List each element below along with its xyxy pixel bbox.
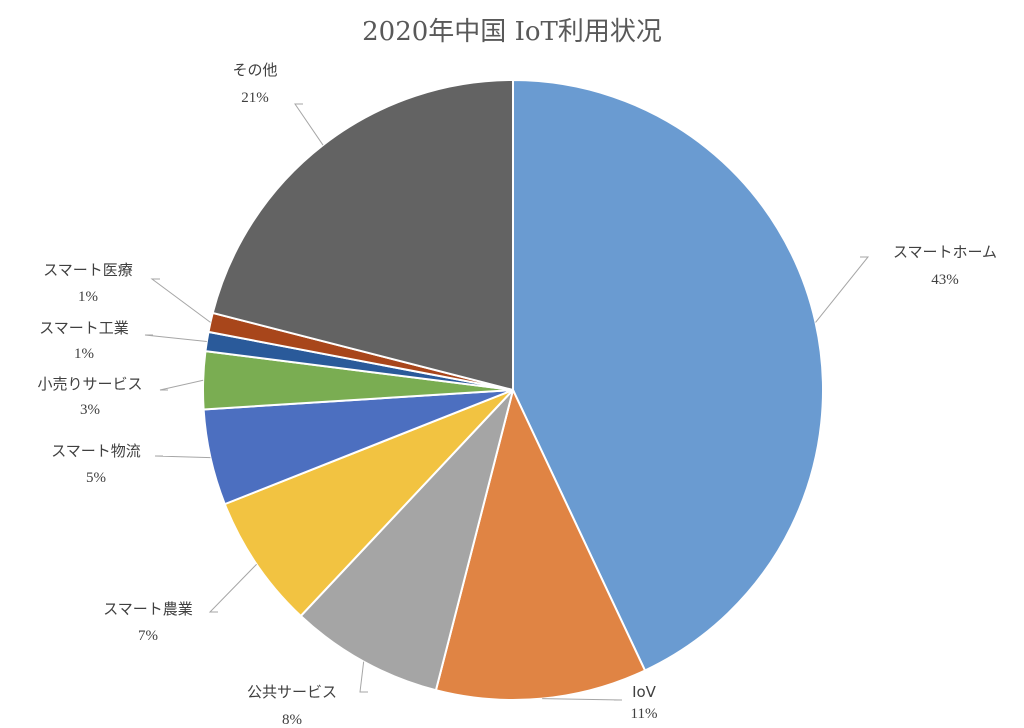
- slice-name-label-1: スマートホーム: [893, 243, 997, 261]
- leader-line-4: [208, 563, 257, 613]
- slice-percent-label-6: 3%: [80, 402, 100, 418]
- pie-slice-1: [512, 78, 824, 672]
- slice-percent-label-7: 1%: [74, 346, 94, 362]
- data-labels: スマートホーム 43% IoV 11% 公共サービス 8% スマート農業 7% スマート物流 5%…: [37, 61, 997, 728]
- leader-line-9: [294, 103, 324, 146]
- slice-name-label-2: IoV: [632, 683, 657, 701]
- slice-percent-label-4: 7%: [138, 628, 158, 644]
- pie-slice-3: [299, 389, 514, 692]
- slice-percent-label-8: 1%: [78, 289, 98, 305]
- slice-name-label-4: スマート農業: [103, 600, 193, 618]
- slice-name-label-7: スマート工業: [39, 319, 129, 337]
- slice-percent-label-9: 21%: [241, 90, 269, 106]
- pie-slices: [202, 78, 824, 701]
- slice-name-label-6: 小売りサービス: [37, 375, 142, 393]
- leader-lines: [144, 103, 870, 701]
- slice-percent-label-2: 11%: [631, 706, 658, 722]
- pie-slice-2: [434, 387, 647, 701]
- slice-name-label-3: 公共サービス: [247, 683, 337, 701]
- slice-name-label-9: その他: [232, 61, 277, 79]
- leader-line-1: [815, 256, 870, 323]
- chart-title: 2020年中国 IoT利用状况: [362, 17, 662, 47]
- slice-percent-label-5: 5%: [86, 470, 106, 486]
- leader-line-7: [144, 334, 207, 343]
- slice-percent-label-1: 43%: [931, 272, 959, 288]
- leader-line-8: [150, 278, 211, 323]
- leader-line-5: [154, 455, 211, 459]
- leader-line-3: [359, 661, 368, 693]
- slice-name-label-5: スマート物流: [51, 442, 141, 460]
- slice-name-label-8: スマート医療: [43, 261, 133, 279]
- slice-percent-label-3: 8%: [282, 712, 302, 728]
- leader-line-6: [159, 379, 204, 391]
- leader-line-2: [542, 698, 623, 701]
